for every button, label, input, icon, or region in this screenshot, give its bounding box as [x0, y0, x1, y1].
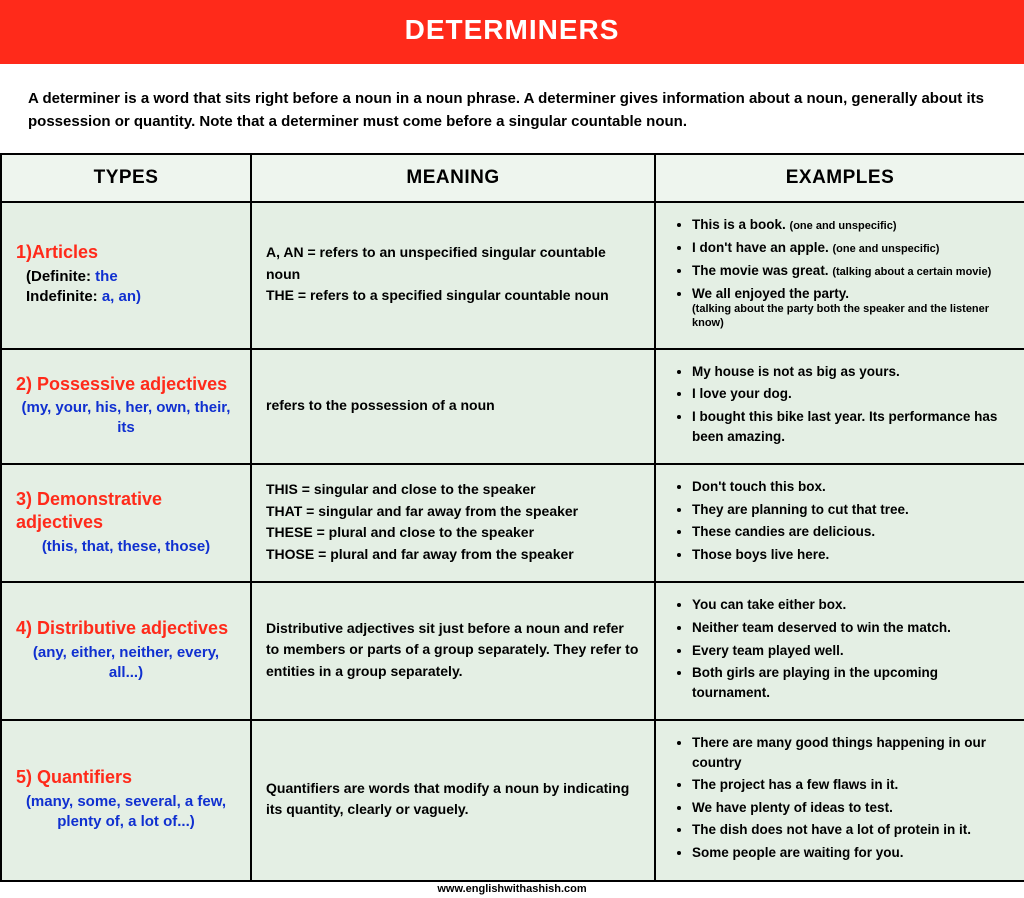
- examples-list: This is a book. (one and unspecific) I do…: [670, 215, 1010, 331]
- cell-meaning: Distributive adjectives sit just before …: [251, 582, 655, 720]
- cell-meaning: Quantifiers are words that modify a noun…: [251, 720, 655, 880]
- list-item: Both girls are playing in the upcoming t…: [692, 663, 1010, 702]
- cell-meaning: A, AN = refers to an unspecified singula…: [251, 202, 655, 349]
- examples-list: My house is not as big as yours.I love y…: [670, 362, 1010, 446]
- footer-source: www.englishwithashish.com: [0, 881, 1024, 897]
- list-item: Neither team deserved to win the match.: [692, 618, 1010, 638]
- list-item: I bought this bike last year. Its perfor…: [692, 407, 1010, 446]
- cell-examples: Don't touch this box. They are planning t…: [655, 464, 1024, 582]
- cell-meaning: THIS = singular and close to the speaker…: [251, 464, 655, 582]
- intro-paragraph: A determiner is a word that sits right b…: [0, 64, 1024, 153]
- list-item: Some people are waiting for you.: [692, 843, 1010, 863]
- cell-type: 2) Possessive adjectives(my, your, his, …: [1, 349, 251, 464]
- type-title: 5) Quantifiers: [16, 766, 236, 789]
- cell-examples: There are many good things happening in …: [655, 720, 1024, 880]
- title-banner: DETERMINERS: [0, 0, 1024, 64]
- list-item: There are many good things happening in …: [692, 733, 1010, 772]
- type-title: 2) Possessive adjectives: [16, 373, 236, 396]
- list-item: Don't touch this box.: [692, 477, 1010, 497]
- type-subtitle: (my, your, his, her, own, their, its: [16, 398, 236, 439]
- list-item: The project has a few flaws in it.: [692, 775, 1010, 795]
- type-title: 3) Demonstrative adjectives: [16, 488, 236, 535]
- list-item: These candies are delicious.: [692, 522, 1010, 542]
- table-row: 1)Articles (Definite: theIndefinite: a, a…: [1, 202, 1024, 349]
- cell-meaning: refers to the possession of a noun: [251, 349, 655, 464]
- table-row: 5) Quantifiers (many, some, several, a fe…: [1, 720, 1024, 880]
- list-item: I don't have an apple. (one and unspecif…: [692, 238, 1010, 258]
- list-item: Every team played well.: [692, 641, 1010, 661]
- examples-list: There are many good things happening in …: [670, 733, 1010, 862]
- list-item: The dish does not have a lot of protein …: [692, 820, 1010, 840]
- cell-examples: You can take either box. Neither team des…: [655, 582, 1024, 720]
- cell-type: 5) Quantifiers (many, some, several, a fe…: [1, 720, 251, 880]
- type-title: 1)Articles: [16, 241, 236, 264]
- page-title: DETERMINERS: [405, 14, 620, 45]
- cell-examples: This is a book. (one and unspecific) I do…: [655, 202, 1024, 349]
- type-subtitle: (any, either, neither, every, all...): [16, 643, 236, 684]
- list-item: They are planning to cut that tree.: [692, 500, 1010, 520]
- list-item: The movie was great. (talking about a ce…: [692, 261, 1010, 281]
- type-title: 4) Distributive adjectives: [16, 617, 236, 640]
- cell-type: 4) Distributive adjectives (any, either, …: [1, 582, 251, 720]
- col-header-examples: EXAMPLES: [655, 154, 1024, 202]
- examples-list: Don't touch this box. They are planning t…: [670, 477, 1010, 564]
- table-row: 3) Demonstrative adjectives(this, that, …: [1, 464, 1024, 582]
- list-item: We have plenty of ideas to test.: [692, 798, 1010, 818]
- list-item: I love your dog.: [692, 384, 1010, 404]
- list-item: This is a book. (one and unspecific): [692, 215, 1010, 235]
- type-subtitle: (Definite: theIndefinite: a, an): [16, 267, 236, 308]
- examples-list: You can take either box. Neither team des…: [670, 595, 1010, 702]
- type-subtitle: (many, some, several, a few, plenty of, …: [16, 792, 236, 833]
- determiners-table: TYPES MEANING EXAMPLES 1)Articles (Defini…: [0, 153, 1024, 882]
- cell-examples: My house is not as big as yours.I love y…: [655, 349, 1024, 464]
- table-header-row: TYPES MEANING EXAMPLES: [1, 154, 1024, 202]
- col-header-meaning: MEANING: [251, 154, 655, 202]
- list-item: Those boys live here.: [692, 545, 1010, 565]
- list-item: You can take either box.: [692, 595, 1010, 615]
- list-item: My house is not as big as yours.: [692, 362, 1010, 382]
- cell-type: 3) Demonstrative adjectives(this, that, …: [1, 464, 251, 582]
- type-subtitle: (this, that, these, those): [16, 537, 236, 557]
- table-row: 2) Possessive adjectives(my, your, his, …: [1, 349, 1024, 464]
- cell-type: 1)Articles (Definite: theIndefinite: a, a…: [1, 202, 251, 349]
- col-header-types: TYPES: [1, 154, 251, 202]
- table-row: 4) Distributive adjectives (any, either, …: [1, 582, 1024, 720]
- list-item: We all enjoyed the party.(talking about …: [692, 284, 1010, 331]
